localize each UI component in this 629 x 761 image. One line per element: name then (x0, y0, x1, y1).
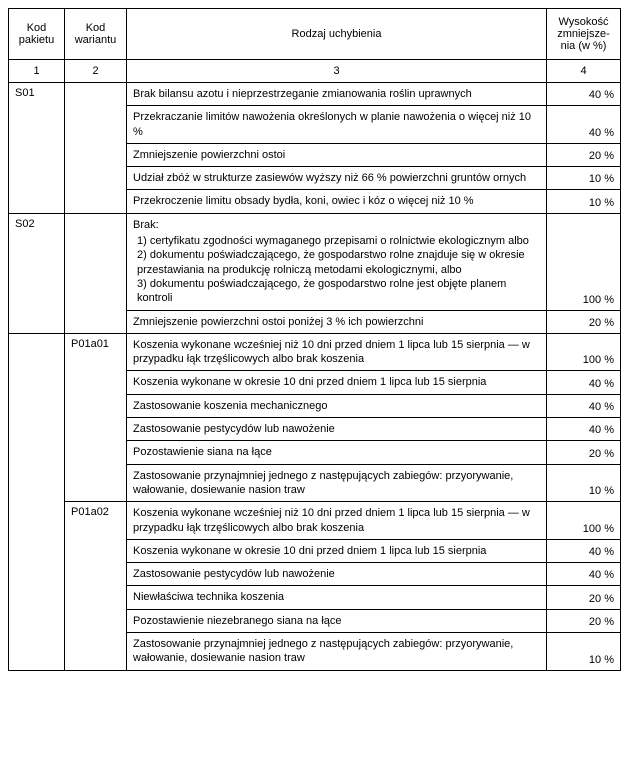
header-row: Kod pakietu Kod wariantu Rodzaj uchybien… (9, 9, 621, 60)
reduction-value-cell: 20 % (547, 609, 621, 632)
variant-code-cell (65, 213, 127, 333)
reduction-value-cell: 100 % (547, 333, 621, 371)
description-cell: Zastosowanie koszenia mechanicznego (127, 394, 547, 417)
header-col1: Kod pakietu (9, 9, 65, 60)
package-code-cell: S01 (9, 83, 65, 214)
description-cell: Brak bilansu azotu i nieprzestrzeganie z… (127, 83, 547, 106)
reduction-value-cell: 40 % (547, 563, 621, 586)
reduction-value-cell: 40 % (547, 371, 621, 394)
colnum-4: 4 (547, 60, 621, 83)
reduction-value-cell: 10 % (547, 190, 621, 213)
table-body: S01 Brak bilansu azotu i nieprzestrzegani… (9, 83, 621, 671)
description-cell: Przekroczenie limitu obsady bydła, koni,… (127, 190, 547, 213)
violations-table: Kod pakietu Kod wariantu Rodzaj uchybien… (8, 8, 621, 671)
table-row: S01Brak bilansu azotu i nieprzestrzegani… (9, 83, 621, 106)
description-cell: Zastosowanie pestycydów lub nawożenie (127, 418, 547, 441)
description-cell: Zastosowanie przynajmniej jednego z nast… (127, 464, 547, 502)
reduction-value-cell: 20 % (547, 310, 621, 333)
reduction-value-cell: 100 % (547, 213, 621, 310)
table-row: P01a01Koszenia wykonane wcześniej niż 10… (9, 333, 621, 371)
description-cell: Udział zbóż w strukturze zasiewów wyższy… (127, 167, 547, 190)
header-col3: Rodzaj uchybienia (127, 9, 547, 60)
description-cell: Zmniejszenie powierzchni ostoi (127, 143, 547, 166)
reduction-value-cell: 40 % (547, 539, 621, 562)
reduction-value-cell: 20 % (547, 441, 621, 464)
description-cell: Niewłaściwa technika koszenia (127, 586, 547, 609)
description-cell: Pozostawienie siana na łące (127, 441, 547, 464)
reduction-value-cell: 20 % (547, 143, 621, 166)
description-cell: Przekraczanie limitów nawożenia określon… (127, 106, 547, 144)
description-cell: Koszenia wykonane w okresie 10 dni przed… (127, 371, 547, 394)
variant-code-cell: P01a01 (65, 333, 127, 501)
description-cell: Zastosowanie przynajmniej jednego z nast… (127, 633, 547, 671)
header-col4: Wysokość zmniejsze-nia (w %) (547, 9, 621, 60)
reduction-value-cell: 10 % (547, 167, 621, 190)
description-cell: Koszenia wykonane wcześniej niż 10 dni p… (127, 333, 547, 371)
package-code-cell: S02 (9, 213, 65, 333)
table-row: P01a02Koszenia wykonane wcześniej niż 10… (9, 502, 621, 540)
variant-code-cell (65, 83, 127, 214)
reduction-value-cell: 100 % (547, 502, 621, 540)
reduction-value-cell: 10 % (547, 633, 621, 671)
description-cell: Zmniejszenie powierzchni ostoi poniżej 3… (127, 310, 547, 333)
reduction-value-cell: 40 % (547, 418, 621, 441)
colnum-2: 2 (65, 60, 127, 83)
package-code-cell (9, 333, 65, 670)
description-cell: Pozostawienie niezebranego siana na łące (127, 609, 547, 632)
reduction-value-cell: 20 % (547, 586, 621, 609)
description-cell: Koszenia wykonane wcześniej niż 10 dni p… (127, 502, 547, 540)
reduction-value-cell: 40 % (547, 83, 621, 106)
variant-code-cell: P01a02 (65, 502, 127, 670)
description-cell: Koszenia wykonane w okresie 10 dni przed… (127, 539, 547, 562)
colnum-3: 3 (127, 60, 547, 83)
colnum-1: 1 (9, 60, 65, 83)
description-cell: Zastosowanie pestycydów lub nawożenie (127, 563, 547, 586)
description-cell: Brak:1) certyfikatu zgodności wymaganego… (127, 213, 547, 310)
reduction-value-cell: 40 % (547, 394, 621, 417)
table-row: S02Brak:1) certyfikatu zgodności wymagan… (9, 213, 621, 310)
reduction-value-cell: 10 % (547, 464, 621, 502)
header-number-row: 1 2 3 4 (9, 60, 621, 83)
reduction-value-cell: 40 % (547, 106, 621, 144)
header-col2: Kod wariantu (65, 9, 127, 60)
